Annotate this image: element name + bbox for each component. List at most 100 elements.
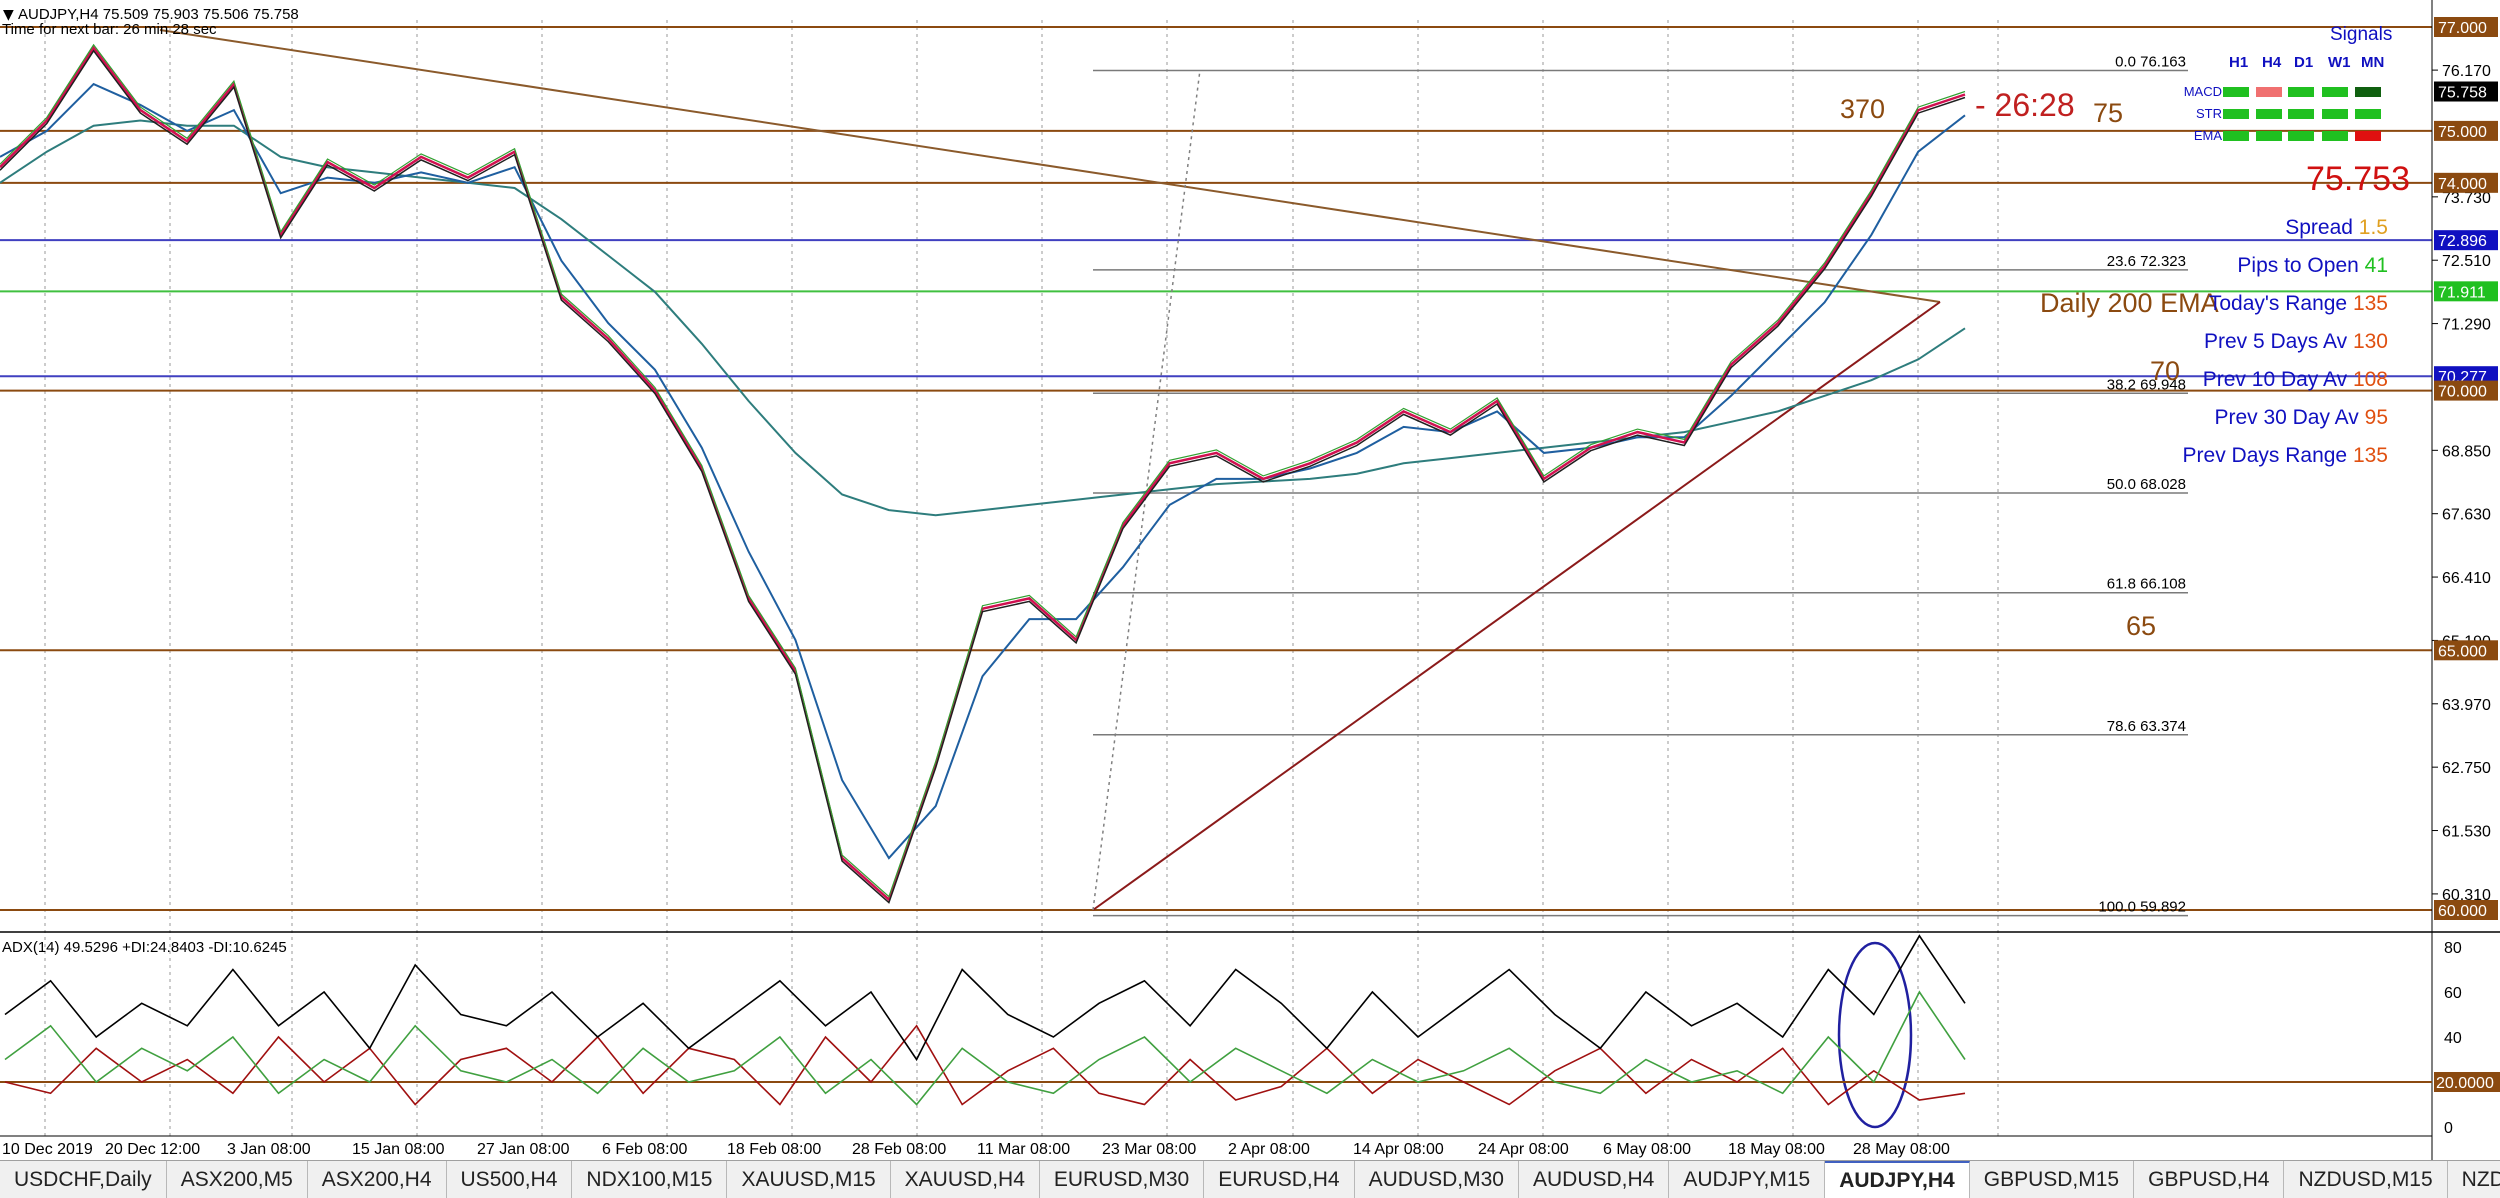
stat-row: Prev 30 Day Av 95 bbox=[2214, 406, 2388, 429]
signal-cell bbox=[2322, 109, 2348, 119]
price-line-green bbox=[0, 43, 1966, 898]
stat-row: Prev 10 Day Av 108 bbox=[2203, 368, 2388, 391]
adx-tick-label: 80 bbox=[2444, 940, 2462, 957]
tab-xauusd-h4[interactable]: XAUUSD,H4 bbox=[891, 1161, 1040, 1198]
stat-row: Today's Range 135 bbox=[2209, 292, 2388, 315]
price-box-label: 71.911 bbox=[2438, 284, 2486, 301]
signals-panel: Signals H1 H4 D1 W1 MN MACD STR EMA bbox=[2184, 24, 2393, 143]
chart-tabs: USDCHF,Daily ASX200,M5 ASX200,H4 US500,H4 ND… bbox=[0, 1160, 2500, 1198]
tab-nzdusd-m15[interactable]: NZDUSD,M15 bbox=[2284, 1161, 2448, 1198]
time-axis: 10 Dec 2019 20 Dec 12:00 3 Jan 08:00 15 Jan… bbox=[0, 1135, 2432, 1158]
signal-cell bbox=[2256, 87, 2282, 97]
stat-label: Prev 5 Days Av bbox=[2204, 330, 2353, 353]
signal-cell bbox=[2355, 109, 2381, 119]
adx-tick-label: 40 bbox=[2444, 1030, 2462, 1047]
signal-cell bbox=[2223, 87, 2249, 97]
descending-trendline[interactable] bbox=[159, 29, 1941, 303]
label-65: 65 bbox=[2126, 611, 2156, 641]
signal-cell bbox=[2288, 131, 2314, 141]
fib-anchor-line[interactable] bbox=[1092, 69, 1201, 911]
price-box bbox=[2434, 172, 2498, 193]
adx-tick-label: 60 bbox=[2444, 985, 2462, 1002]
signal-timeframe-label: W1 bbox=[2328, 54, 2351, 71]
fib-level-label: 100.0 59.892 bbox=[2098, 899, 2186, 916]
time-tick-label: 27 Jan 08:00 bbox=[477, 1141, 570, 1158]
stat-value: 108 bbox=[2353, 368, 2388, 391]
adx-level-box bbox=[2434, 1072, 2500, 1092]
tab-audusd-m30[interactable]: AUDUSD,M30 bbox=[1355, 1161, 1519, 1198]
tab-gbpusd-m15[interactable]: GBPUSD,M15 bbox=[1970, 1161, 2135, 1198]
time-tick-label: 2 Apr 08:00 bbox=[1228, 1141, 1310, 1158]
price-box-label: 74.000 bbox=[2438, 176, 2487, 193]
fib-level-label: 38.2 69.948 bbox=[2107, 376, 2186, 393]
adx-highlight-ellipse[interactable] bbox=[1837, 941, 1913, 1129]
stat-label: Pips to Open bbox=[2237, 254, 2364, 277]
price-box-label: 60.000 bbox=[2438, 903, 2487, 920]
ema-fast-line bbox=[0, 82, 1966, 860]
signal-cell bbox=[2355, 131, 2381, 141]
tab-asx200-m5[interactable]: ASX200,M5 bbox=[167, 1161, 308, 1198]
price-tick-label: 72.510 bbox=[2442, 253, 2491, 270]
stat-value: 135 bbox=[2353, 292, 2388, 315]
tab-xauusd-m15[interactable]: XAUUSD,M15 bbox=[727, 1161, 891, 1198]
signal-timeframe-label: H1 bbox=[2229, 54, 2248, 71]
stat-value: 130 bbox=[2353, 330, 2388, 353]
fib-level-label: 61.8 66.108 bbox=[2107, 576, 2186, 593]
stat-label: Spread bbox=[2285, 216, 2359, 239]
stat-row: Pips to Open 41 bbox=[2237, 254, 2388, 277]
stat-value: 41 bbox=[2365, 254, 2388, 277]
trendlines[interactable] bbox=[159, 29, 1941, 911]
tab-usdchf-daily[interactable]: USDCHF,Daily bbox=[0, 1161, 167, 1198]
label-75: 75 bbox=[2093, 98, 2123, 128]
price-box bbox=[2434, 120, 2498, 141]
fibonacci-retracement[interactable]: 0.0 76.163 23.6 72.323 38.2 69.948 50.0 68.… bbox=[1093, 53, 2188, 917]
next-bar-timer: Time for next bar: 26 min 28 sec bbox=[2, 21, 217, 38]
stat-value: 95 bbox=[2365, 406, 2388, 429]
tab-eurusd-h4[interactable]: EURUSD,H4 bbox=[1204, 1161, 1355, 1198]
stat-row: Prev 5 Days Av 130 bbox=[2204, 330, 2388, 353]
tab-audjpy-m15[interactable]: AUDJPY,M15 bbox=[1669, 1161, 1826, 1198]
symbol-line: AUDJPY,H4 75.509 75.903 75.506 75.758 bbox=[18, 6, 299, 23]
price-tick-label: 66.410 bbox=[2442, 570, 2491, 587]
price-box-label: 77.000 bbox=[2438, 20, 2487, 37]
stat-row: Prev Days Range 135 bbox=[2183, 444, 2388, 467]
price-box-label: 75.000 bbox=[2438, 124, 2487, 141]
fib-level-label: 0.0 76.163 bbox=[2115, 53, 2186, 70]
price-box-label: 70.000 bbox=[2438, 384, 2487, 401]
signal-cell bbox=[2223, 109, 2249, 119]
fib-level-label: 50.0 68.028 bbox=[2107, 476, 2186, 493]
adx-level-label: 20.0000 bbox=[2436, 1075, 2494, 1092]
stats-panel: Spread 1.5 Pips to Open 41 Today's Range 1… bbox=[2183, 216, 2388, 467]
signal-cell bbox=[2322, 131, 2348, 141]
tab-nzdusd-h4[interactable]: NZDUSD,H4 bbox=[2448, 1161, 2500, 1198]
chart-header: ▼ AUDJPY,H4 75.509 75.903 75.506 75.758 … bbox=[2, 6, 299, 38]
price-tick-label: 60.310 bbox=[2442, 887, 2491, 904]
tab-us500-h4[interactable]: US500,H4 bbox=[447, 1161, 573, 1198]
time-tick-label: 20 Dec 12:00 bbox=[105, 1141, 200, 1158]
price-axis[interactable]: 76.170 73.730 72.510 71.290 68.850 67.630 66.4… bbox=[2431, 0, 2498, 1160]
tab-audjpy-h4[interactable]: AUDJPY,H4 bbox=[1825, 1161, 1970, 1198]
adx-indicator[interactable]: ADX(14) 49.5296 +DI:24.8403 -DI:10.6245 … bbox=[0, 931, 2500, 1137]
signal-timeframe-label: H4 bbox=[2262, 54, 2282, 71]
price-box bbox=[2434, 17, 2498, 37]
label-370: 370 bbox=[1840, 94, 1885, 124]
time-tick-label: 10 Dec 2019 bbox=[2, 1141, 93, 1158]
tab-audusd-h4[interactable]: AUDUSD,H4 bbox=[1519, 1161, 1670, 1198]
tab-asx200-h4[interactable]: ASX200,H4 bbox=[308, 1161, 447, 1198]
adx-plus-di-line bbox=[4, 990, 1966, 1106]
time-tick-label: 11 Mar 08:00 bbox=[977, 1141, 1070, 1158]
signal-row-label: MACD bbox=[2184, 84, 2222, 99]
ascending-trendline[interactable] bbox=[1092, 301, 1941, 911]
signal-cell bbox=[2288, 109, 2314, 119]
signal-cell bbox=[2223, 131, 2249, 141]
tab-eurusd-m30[interactable]: EURUSD,M30 bbox=[1040, 1161, 1205, 1198]
tab-ndx100-m15[interactable]: NDX100,M15 bbox=[572, 1161, 728, 1198]
time-tick-label: 23 Mar 08:00 bbox=[1102, 1141, 1196, 1158]
tab-gbpusd-h4[interactable]: GBPUSD,H4 bbox=[2134, 1161, 2285, 1198]
stat-row: Spread 1.5 bbox=[2285, 216, 2388, 239]
time-tick-label: 18 May 08:00 bbox=[1728, 1141, 1825, 1158]
chart-canvas[interactable]: 0.0 76.163 23.6 72.323 38.2 69.948 50.0 68.… bbox=[0, 0, 2500, 1160]
price-tick-label: 73.730 bbox=[2442, 190, 2491, 207]
stat-label: Prev 10 Day Av bbox=[2203, 368, 2353, 391]
triangle-down-icon[interactable]: ▼ bbox=[3, 7, 14, 23]
